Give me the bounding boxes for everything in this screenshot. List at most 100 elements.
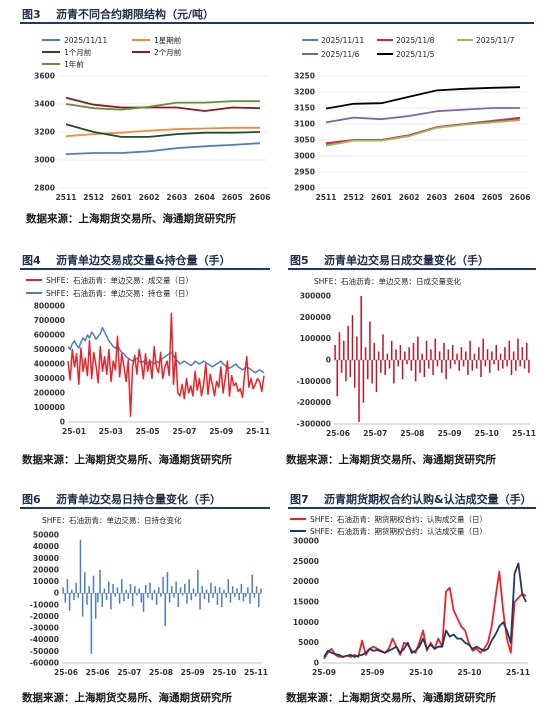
bar: [164, 593, 167, 626]
fig6-x-tick-label: 25-09: [181, 668, 205, 677]
y-tick-label: 100000: [300, 334, 331, 343]
fig5-x-tick-label: 25-11: [512, 429, 536, 438]
fig6-rule: [20, 507, 270, 509]
bar: [71, 589, 73, 594]
legend-label: 2025/11/11: [321, 36, 364, 45]
bar: [153, 589, 156, 594]
series-line: [323, 562, 527, 658]
bar: [456, 353, 458, 360]
y-tick-label: 3200: [34, 128, 55, 137]
bar: [105, 593, 108, 601]
bar: [112, 583, 114, 594]
bar: [519, 360, 521, 367]
bar: [240, 583, 243, 594]
y-tick-label: 15000: [293, 598, 319, 607]
bar: [251, 574, 253, 594]
bar: [388, 360, 391, 369]
bar: [356, 336, 358, 360]
bar: [155, 593, 158, 605]
bar: [491, 351, 493, 360]
bar: [236, 588, 238, 594]
bar: [225, 593, 227, 598]
bar: [140, 593, 143, 603]
series-line: [65, 123, 261, 138]
bar: [212, 593, 214, 598]
y-tick-label: 200000: [300, 313, 331, 322]
legend-label: SHFE：石油沥青：期货期权合约：认沽成交量（日）: [310, 526, 487, 536]
y-tick-label: 600000: [34, 331, 65, 340]
bar: [443, 342, 445, 360]
bar: [371, 360, 373, 384]
y-tick-label: 30000: [293, 537, 319, 546]
y-tick-label: 0: [314, 659, 319, 668]
bar: [464, 351, 467, 360]
series-line: [65, 126, 260, 138]
y-tick-label: 700000: [34, 316, 65, 325]
bar: [123, 593, 125, 602]
bar: [203, 593, 206, 599]
legend-label: 1个月前: [64, 47, 92, 57]
bar: [205, 589, 208, 594]
x-tick-label: 2603: [426, 193, 447, 202]
fig3-right-chart: 2900 2950 3000 3050 3100 3150 3200 3250 2511 2512…: [294, 36, 530, 202]
fig7-x-tick-label: 25-09: [312, 668, 336, 677]
bar: [131, 593, 134, 606]
bar: [99, 569, 101, 594]
legend-label: 1星期前: [154, 35, 182, 45]
source-fig7: 数据来源：上海期货交易所、海通期货研究所: [286, 692, 496, 704]
bar: [192, 588, 195, 594]
y-tick-label: -100000: [297, 377, 331, 386]
bar: [495, 345, 498, 360]
bar: [184, 583, 186, 594]
bar: [197, 569, 199, 594]
bar: [162, 576, 164, 594]
bar: [186, 593, 188, 604]
fig5-chart: -300000 -200000 -100000 0 100000 200000 300000…: [297, 276, 536, 438]
bar: [242, 593, 245, 602]
bar: [408, 347, 410, 360]
bar: [345, 360, 347, 382]
y-tick-label: -200000: [297, 398, 331, 407]
y-tick-label: 20000: [293, 577, 319, 586]
bar: [110, 593, 112, 610]
bar: [160, 593, 162, 597]
bar: [454, 360, 456, 365]
bar: [399, 345, 402, 360]
series-line: [325, 86, 521, 110]
x-tick-label: 2606: [250, 193, 271, 202]
y-tick-label: 2900: [294, 184, 315, 193]
bar: [101, 593, 103, 608]
fig5-x-tick-label: 25-06: [326, 429, 350, 438]
fig6-x-tick-label: 25-10: [212, 668, 236, 677]
y-tick-label: 3200: [294, 88, 315, 97]
bar: [430, 349, 432, 360]
y-tick-label: 200000: [34, 389, 65, 398]
fig7-x-tick-label: 25-10: [458, 668, 482, 677]
bar: [173, 593, 175, 598]
fig3-left-chart: 2800 3000 3200 3400 3600 2511 2512 2601 2602 2603…: [34, 35, 271, 202]
series-line: [67, 327, 265, 374]
bar: [360, 296, 362, 360]
bar: [382, 334, 384, 360]
bar: [129, 583, 132, 594]
bar: [504, 347, 506, 360]
fig5-label: 图5: [290, 254, 309, 267]
bar: [73, 593, 75, 601]
bar: [136, 593, 138, 596]
source-fig6: 数据来源：上海期货交易所、海通期货研究所: [22, 692, 232, 704]
y-tick-label: 5000: [298, 638, 319, 647]
fig7-label: 图7: [290, 493, 309, 506]
bar: [168, 593, 171, 603]
bar: [249, 593, 251, 604]
fig6-x-tick-label: 25-11: [244, 668, 268, 677]
bar: [401, 360, 404, 380]
fig5-x-tick-label: 25-09: [438, 429, 462, 438]
y-tick-label: 3000: [294, 152, 315, 161]
bar: [484, 360, 487, 367]
fig6-heading: 沥青单边交易日持仓量变化（手）: [55, 493, 221, 506]
legend-label: 2个月前: [154, 47, 182, 57]
bar: [499, 353, 502, 360]
bar: [214, 586, 217, 594]
bar: [421, 353, 423, 360]
fig6-title: 图6 沥青单边交易日持仓量变化（手）: [22, 491, 221, 507]
